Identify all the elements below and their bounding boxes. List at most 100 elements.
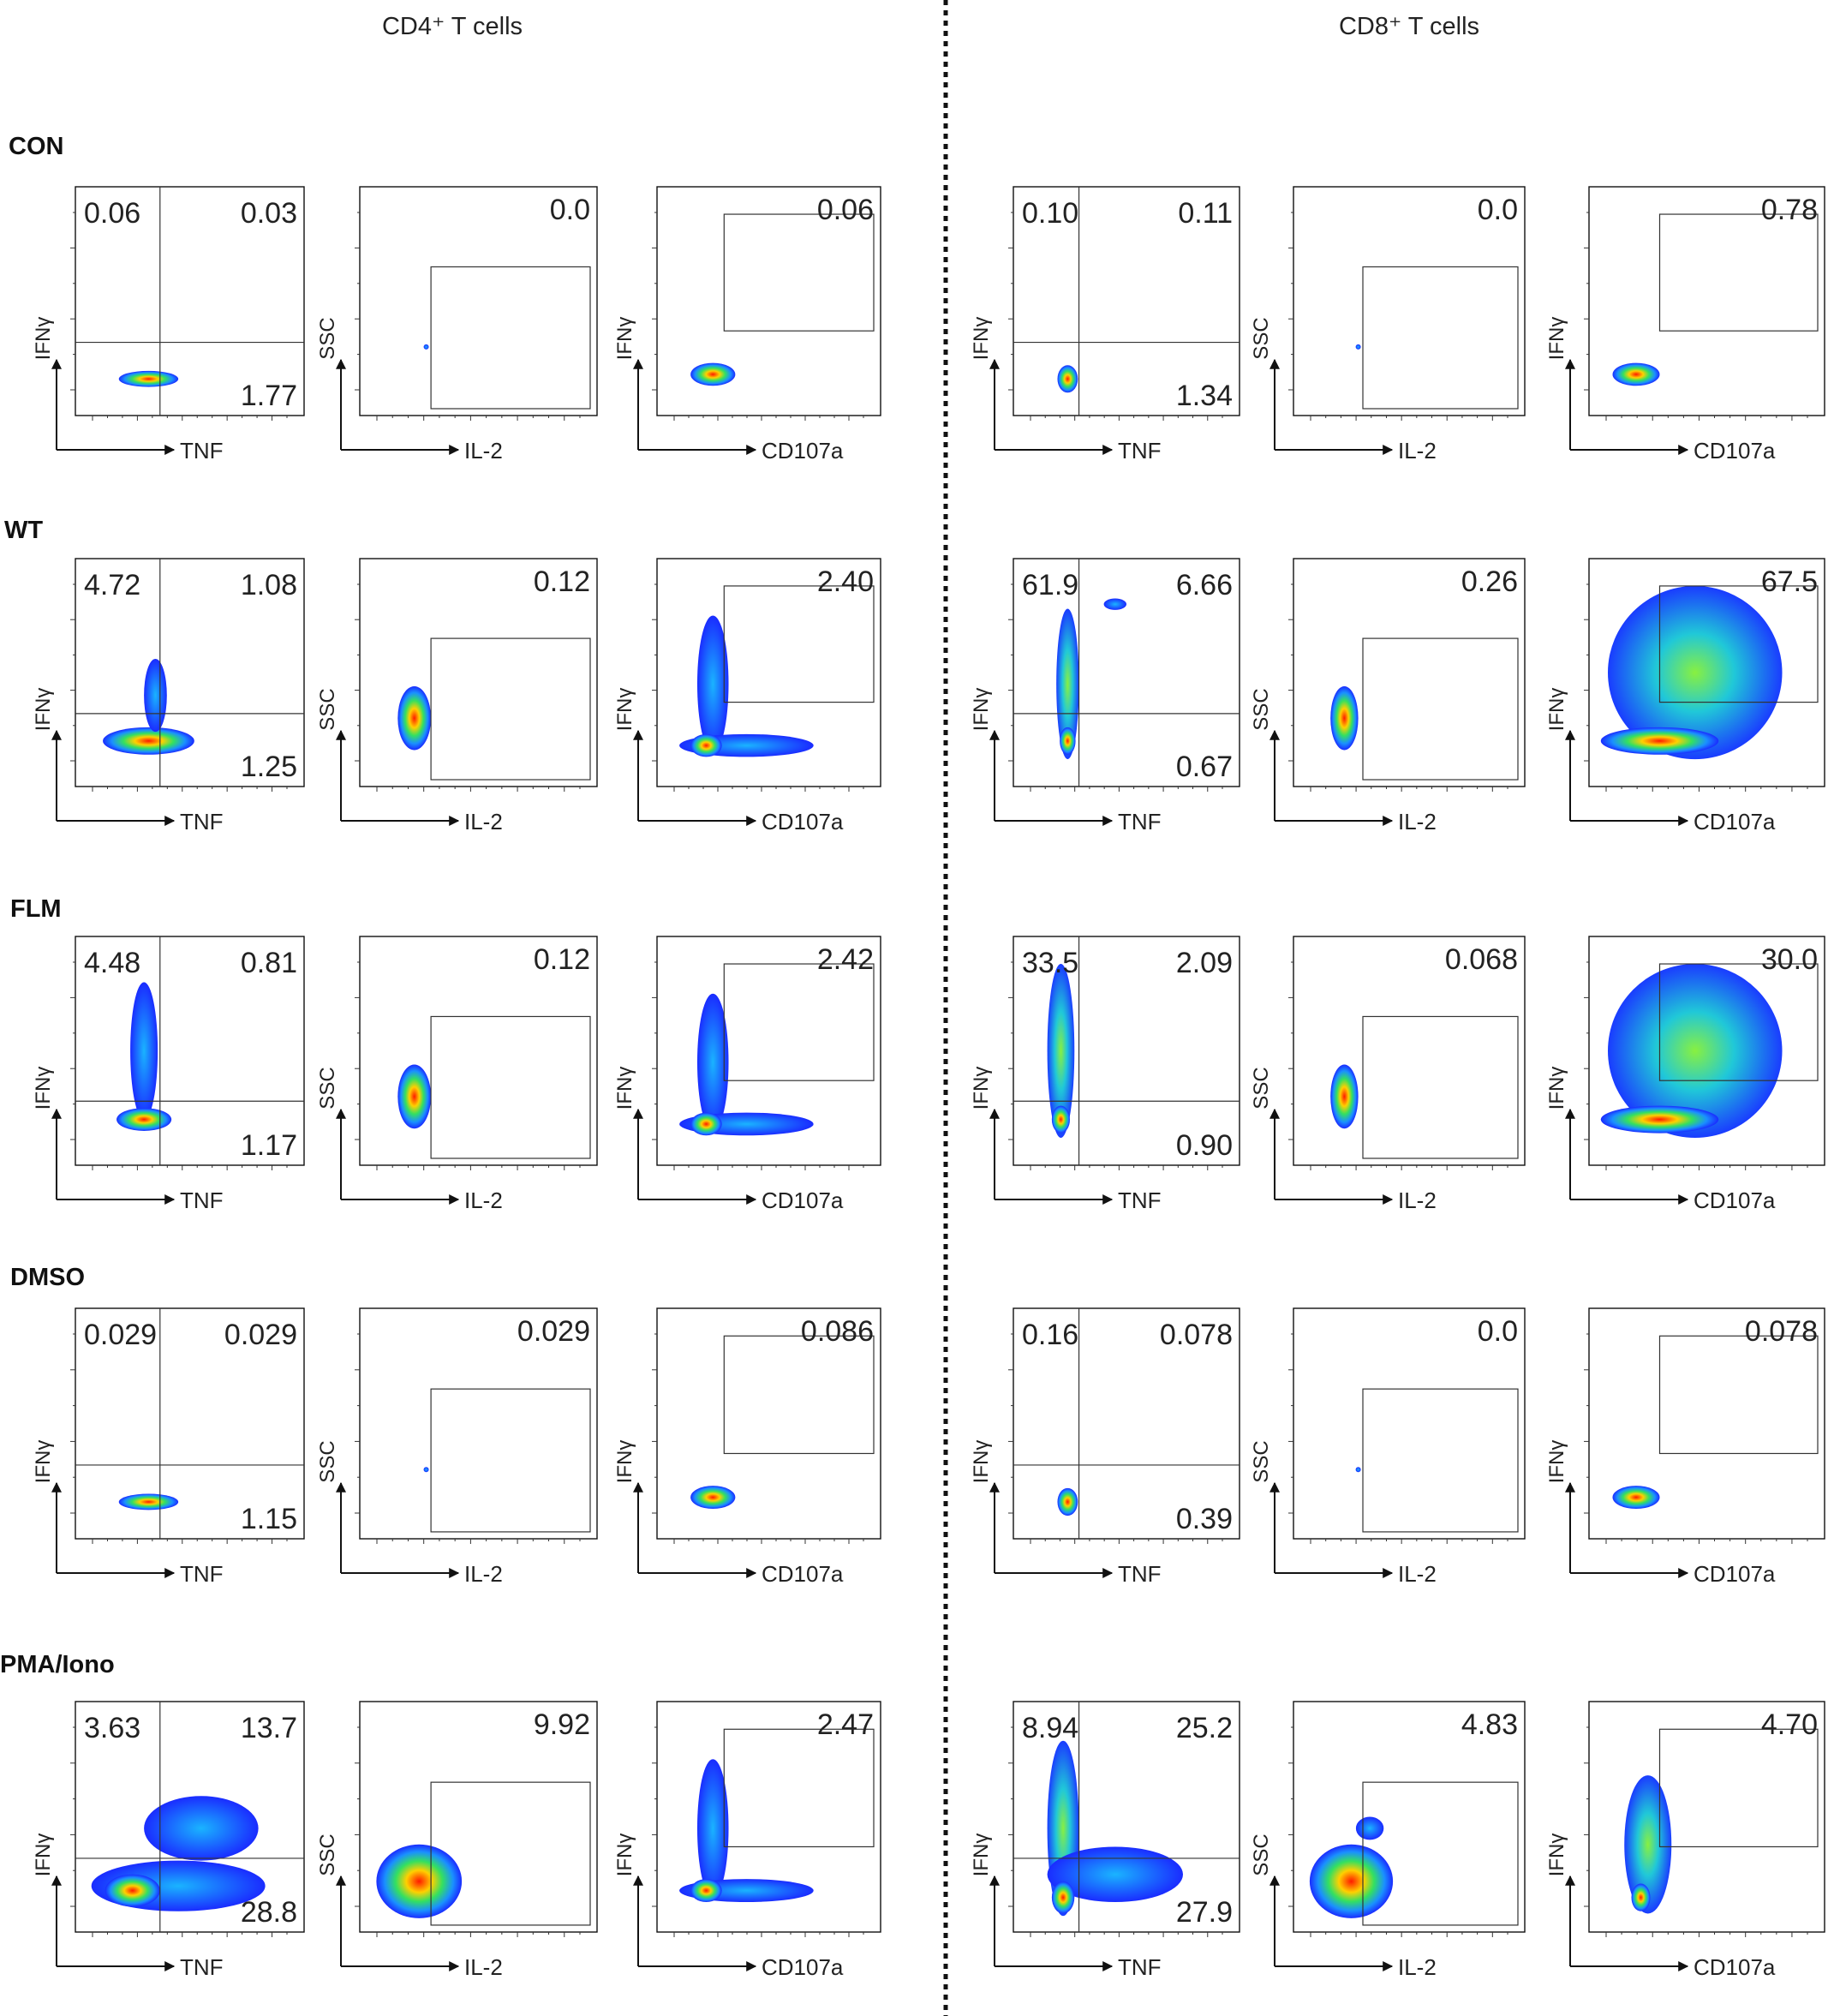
density-cluster — [130, 982, 158, 1120]
y-axis-label: IFNγ — [970, 1834, 993, 1877]
x-axis-label: CD107a — [762, 809, 844, 835]
panel-cd107-1-2: 2.40 CD107a IFNγ — [613, 558, 881, 835]
quadrant-upper-left-value: 61.9 — [1022, 569, 1078, 601]
panel-il2-0-4: 0.0 IL-2 SSC — [1250, 186, 1526, 464]
gate-value: 67.5 — [1761, 565, 1818, 598]
gate-rectangle — [723, 213, 875, 332]
density-cluster — [696, 1759, 729, 1898]
x-axis-label: TNF — [1118, 809, 1162, 835]
y-axis-label: IFNγ — [970, 1440, 993, 1484]
x-axis-label: CD107a — [762, 1187, 844, 1213]
gate-rectangle — [1362, 266, 1519, 410]
density-cluster — [1051, 1105, 1070, 1134]
density-cluster — [1047, 1846, 1184, 1903]
panel-cd107-2-2: 2.42 CD107a IFNγ — [613, 936, 881, 1213]
gate-value: 4.83 — [1461, 1708, 1518, 1741]
x-axis-label: IL-2 — [1398, 438, 1437, 464]
y-axis-label: SSC — [1250, 1067, 1273, 1109]
panel-il2-2-4: 0.068 IL-2 SSC — [1250, 936, 1526, 1213]
density-cluster — [690, 1112, 722, 1136]
density-cluster — [1608, 964, 1783, 1138]
density-cluster — [103, 727, 194, 755]
plot-frame — [1013, 186, 1240, 416]
y-axis-label: SSC — [316, 317, 339, 359]
gate-value: 0.12 — [534, 943, 590, 976]
gate-value: 0.0 — [1478, 194, 1518, 226]
gate-value: 0.029 — [517, 1315, 590, 1348]
plot-frame — [1293, 186, 1526, 416]
y-axis-label: IFNγ — [1545, 1440, 1568, 1484]
panel-cd107-0-5: 0.78 CD107a IFNγ — [1545, 186, 1825, 464]
density-cluster — [1057, 365, 1078, 393]
y-axis-label: IFNγ — [613, 1440, 636, 1484]
gate-rectangle — [723, 585, 875, 703]
panel-quadrant-3-0: 0.029 0.029 1.15 TNF IFNγ — [32, 1307, 305, 1587]
quadrant-lower-right-value: 1.15 — [241, 1503, 297, 1535]
plot-frame — [75, 186, 305, 416]
x-axis-label: IL-2 — [1398, 1187, 1437, 1213]
density-cluster — [144, 659, 167, 733]
x-axis-label: TNF — [1118, 1954, 1162, 1980]
density-cluster — [690, 362, 736, 386]
y-axis-label: SSC — [1250, 688, 1273, 730]
row-label-flm: FLM — [10, 895, 62, 923]
gate-value: 0.086 — [801, 1315, 874, 1348]
quadrant-upper-right-value: 0.029 — [224, 1319, 297, 1351]
density-cluster — [1631, 1883, 1651, 1911]
quadrant-upper-right-value: 0.03 — [241, 197, 297, 230]
y-axis-label: IFNγ — [613, 688, 636, 732]
quadrant-upper-left-value: 4.72 — [84, 569, 140, 601]
gate-rectangle — [1658, 585, 1819, 703]
density-cluster — [1355, 344, 1361, 350]
x-axis-label: CD107a — [1694, 809, 1776, 835]
header-cd4: CD4⁺ T cells — [382, 13, 523, 40]
panel-quadrant-4-0: 3.63 13.7 28.8 TNF IFNγ — [32, 1701, 305, 1980]
panel-cd107-2-5: 30.0 CD107a IFNγ — [1545, 936, 1825, 1213]
quadrant-lower-right-value: 0.90 — [1176, 1129, 1233, 1162]
row-label-pma-iono: PMA/Iono — [0, 1651, 115, 1678]
x-axis-label: TNF — [180, 1954, 224, 1980]
x-axis-label: TNF — [180, 438, 224, 464]
quadrant-upper-left-value: 33.5 — [1022, 947, 1078, 979]
panel-cd107-3-5: 0.078 CD107a IFNγ — [1545, 1307, 1825, 1587]
y-axis-label: IFNγ — [1545, 1067, 1568, 1110]
panel-il2-1-1: 0.12 IL-2 SSC — [316, 558, 598, 835]
panel-cd107-0-2: 0.06 CD107a IFNγ — [613, 186, 881, 464]
quadrant-upper-left-value: 3.63 — [84, 1712, 140, 1744]
gate-rectangle — [1658, 963, 1819, 1081]
x-axis-label: IL-2 — [464, 1561, 503, 1587]
y-axis-label: SSC — [316, 688, 339, 730]
y-axis-label: IFNγ — [1545, 1834, 1568, 1877]
quadrant-upper-right-value: 0.81 — [241, 947, 297, 979]
quadrant-upper-right-value: 2.09 — [1176, 947, 1233, 979]
density-cluster — [116, 1108, 172, 1131]
density-cluster — [1051, 1881, 1075, 1914]
density-cluster — [423, 1467, 429, 1473]
plot-frame — [75, 1307, 305, 1540]
gate-rectangle — [1362, 1781, 1519, 1926]
gate-rectangle — [723, 1335, 875, 1455]
gate-value: 30.0 — [1761, 943, 1818, 976]
gate-value: 0.06 — [817, 194, 874, 226]
header-cd8: CD8⁺ T cells — [1339, 13, 1479, 40]
gate-rectangle — [1362, 1015, 1519, 1159]
gate-value: 2.47 — [817, 1708, 874, 1741]
gate-rectangle — [430, 1388, 591, 1533]
quadrant-upper-left-value: 0.029 — [84, 1319, 157, 1351]
quadrant-upper-left-value: 0.06 — [84, 197, 140, 230]
density-cluster — [690, 733, 722, 757]
x-axis-label: CD107a — [1694, 1954, 1776, 1980]
x-axis-label: TNF — [1118, 1187, 1162, 1213]
density-cluster — [690, 1879, 722, 1903]
x-axis-label: TNF — [180, 1187, 224, 1213]
y-axis-label: IFNγ — [32, 688, 55, 732]
panel-quadrant-2-0: 4.48 0.81 1.17 TNF IFNγ — [32, 936, 305, 1213]
y-axis-label: SSC — [316, 1067, 339, 1109]
quadrant-lower-right-value: 1.77 — [241, 380, 297, 412]
plot-frame — [359, 558, 598, 787]
quadrant-lower-right-value: 27.9 — [1176, 1896, 1233, 1929]
density-cluster — [118, 370, 179, 387]
x-axis-label: CD107a — [762, 438, 844, 464]
density-cluster — [696, 615, 729, 753]
quadrant-upper-right-value: 0.078 — [1160, 1319, 1233, 1351]
